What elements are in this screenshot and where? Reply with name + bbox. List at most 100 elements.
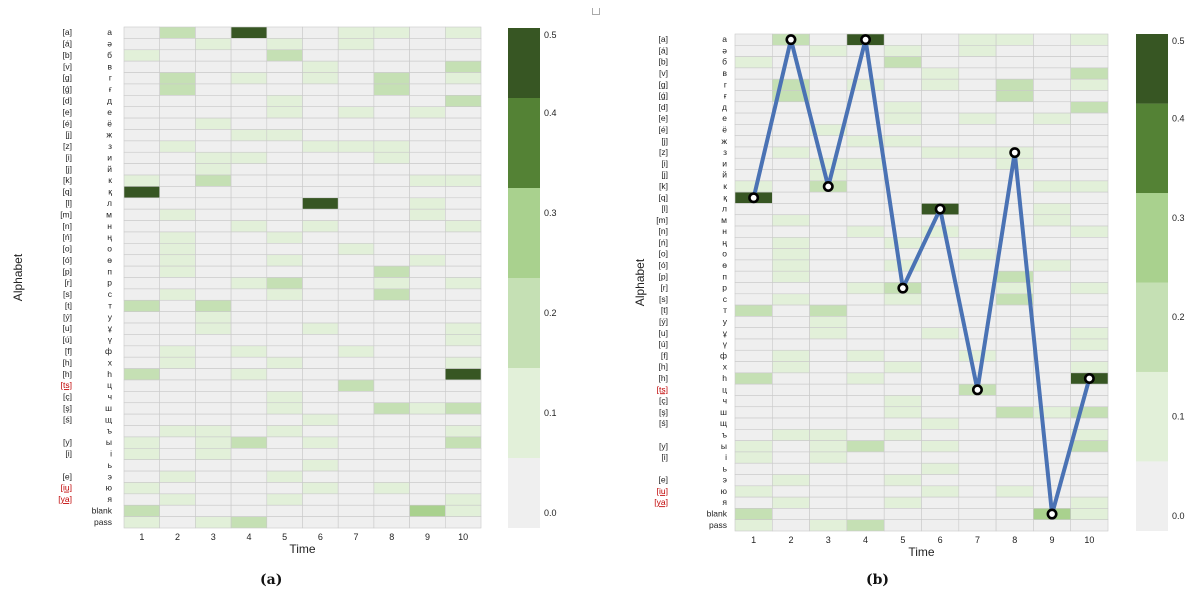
heatmap-cell-b-36-9 bbox=[1070, 440, 1109, 453]
heatmap-cell-b-40-5 bbox=[921, 485, 960, 498]
heatmap-cell-b-27-8 bbox=[1033, 338, 1072, 351]
marker-glyph bbox=[592, 8, 600, 15]
heatmap-cell-a-6-1 bbox=[159, 95, 196, 108]
heatmap-cell-a-25-4 bbox=[266, 311, 303, 324]
heatmap-cell-b-19-6 bbox=[958, 248, 997, 261]
heatmap-cell-b-29-6 bbox=[958, 361, 997, 374]
heatmap-cell-a-27-8 bbox=[409, 334, 446, 347]
heatmap-cell-a-17-8 bbox=[409, 220, 446, 233]
heatmap-cell-a-0-3 bbox=[230, 26, 268, 39]
cyrillic-label: ү bbox=[108, 335, 113, 345]
heatmap-cell-a-0-4 bbox=[266, 26, 303, 39]
ipa-label: [é] bbox=[659, 124, 668, 134]
heatmap-cell-b-43-1 bbox=[771, 519, 810, 532]
path-point-3 bbox=[822, 180, 834, 192]
heatmap-cell-b-14-9 bbox=[1070, 191, 1109, 204]
cyrillic-label: в bbox=[722, 68, 727, 78]
heatmap-cell-a-37-8 bbox=[409, 447, 446, 460]
heatmap-cell-a-33-6 bbox=[337, 402, 375, 415]
heatmap-cell-b-12-0 bbox=[734, 169, 773, 182]
heatmap-cell-b-35-2 bbox=[809, 429, 848, 441]
cyrillic-label: ы bbox=[721, 441, 727, 451]
heatmap-cell-b-24-1 bbox=[771, 304, 810, 317]
heatmap-cell-a-18-4 bbox=[266, 231, 303, 244]
heatmap-cell-b-12-5 bbox=[921, 169, 960, 182]
heatmap-cell-b-13-5 bbox=[921, 180, 960, 193]
heatmap-cell-b-11-2 bbox=[809, 157, 848, 170]
cyrillic-label: ы bbox=[106, 437, 112, 447]
heatmap-cell-b-22-5 bbox=[921, 282, 960, 295]
heatmap-cell-b-3-4 bbox=[883, 67, 922, 80]
heatmap-cell-a-13-2 bbox=[195, 174, 232, 187]
heatmap-cell-a-21-6 bbox=[337, 265, 375, 278]
heatmap-cell-b-1-2 bbox=[809, 44, 848, 57]
heatmap-cell-b-24-8 bbox=[1033, 304, 1072, 317]
heatmap-cell-b-4-8 bbox=[1033, 78, 1072, 91]
ipa-label: [z] bbox=[659, 147, 668, 157]
cyrillic-label: blank bbox=[92, 505, 113, 515]
heatmap-cell-b-32-6 bbox=[958, 395, 997, 408]
heatmap-cell-b-24-5 bbox=[921, 304, 960, 317]
heatmap-cell-b-7-5 bbox=[921, 112, 960, 125]
heatmap-cell-a-6-4 bbox=[266, 95, 303, 108]
ipa-label: [i] bbox=[65, 152, 72, 162]
heatmap-cell-b-19-3 bbox=[846, 248, 885, 261]
heatmap-cell-a-36-4 bbox=[266, 436, 303, 449]
ipa-label: [i] bbox=[661, 452, 668, 462]
heatmap-cell-a-23-3 bbox=[230, 288, 268, 301]
heatmap-cell-b-38-4 bbox=[883, 462, 922, 475]
cyrillic-label: ғ bbox=[724, 91, 727, 101]
heatmap-cell-a-5-3 bbox=[230, 83, 268, 96]
ipa-label: [h] bbox=[63, 357, 72, 367]
path-point-5 bbox=[897, 282, 909, 294]
heatmap-cell-a-20-4 bbox=[266, 254, 303, 267]
heatmap-cell-b-42-1 bbox=[771, 508, 810, 521]
heatmap-cell-a-31-3 bbox=[230, 379, 268, 392]
heatmap-cell-b-34-1 bbox=[771, 417, 810, 430]
heatmap-cell-b-7-8 bbox=[1033, 112, 1072, 125]
ipa-label: [ý] bbox=[63, 312, 72, 322]
heatmap-cell-b-26-5 bbox=[921, 327, 960, 340]
cyrillic-label: с bbox=[723, 294, 728, 304]
heatmap-cell-a-26-0 bbox=[123, 322, 161, 335]
heatmap-cell-a-25-3 bbox=[230, 311, 268, 324]
ipa-label: [ń] bbox=[63, 232, 72, 242]
heatmap-cell-a-10-9 bbox=[444, 140, 482, 153]
x-tick-label: 9 bbox=[425, 532, 430, 542]
heatmap-cell-b-22-1 bbox=[771, 282, 810, 295]
heatmap-cell-a-37-3 bbox=[230, 447, 268, 460]
heatmap-cell-a-13-8 bbox=[409, 174, 446, 187]
heatmap-cell-b-17-4 bbox=[883, 225, 922, 238]
heatmap-cell-b-21-0 bbox=[734, 270, 773, 283]
ipa-label: [ç] bbox=[659, 396, 668, 406]
heatmap-cell-b-28-7 bbox=[995, 349, 1034, 362]
heatmap-cell-a-10-2 bbox=[195, 140, 232, 153]
heatmap-cell-a-0-8 bbox=[409, 26, 446, 39]
heatmap-cell-a-9-5 bbox=[302, 129, 339, 142]
heatmap-cell-a-29-5 bbox=[302, 356, 339, 369]
heatmap-cell-b-8-6 bbox=[958, 124, 997, 136]
heatmap-cell-b-30-0 bbox=[734, 372, 773, 385]
x-tick-label: 7 bbox=[354, 532, 359, 542]
heatmap-cell-a-22-6 bbox=[337, 277, 375, 290]
heatmap-cell-b-37-3 bbox=[846, 451, 885, 464]
colorbar-tick-label: 0.0 bbox=[544, 508, 557, 518]
heatmap-cell-b-11-3 bbox=[846, 157, 885, 170]
heatmap-cell-a-37-6 bbox=[337, 447, 375, 460]
heatmap-cell-a-3-5 bbox=[302, 60, 339, 73]
heatmap-cell-b-14-5 bbox=[921, 191, 960, 204]
heatmap-cell-b-28-1 bbox=[771, 349, 810, 362]
heatmap-cell-a-5-8 bbox=[409, 83, 446, 96]
heatmap-cell-b-7-7 bbox=[995, 112, 1034, 125]
path-point-1 bbox=[748, 192, 760, 204]
heatmap-cell-b-10-8 bbox=[1033, 146, 1072, 159]
colorbar-tick-label: 0.3 bbox=[544, 208, 557, 218]
heatmap-cell-b-5-4 bbox=[883, 90, 922, 103]
heatmap-cell-b-20-8 bbox=[1033, 259, 1072, 272]
colorbar-band-a-4 bbox=[508, 98, 540, 188]
heatmap-cell-b-0-7 bbox=[995, 33, 1034, 46]
heatmap-cell-b-34-6 bbox=[958, 417, 997, 430]
heatmap-cell-a-17-6 bbox=[337, 220, 375, 233]
heatmap-cell-b-0-0 bbox=[734, 33, 773, 46]
heatmap-cell-a-26-2 bbox=[195, 322, 232, 335]
